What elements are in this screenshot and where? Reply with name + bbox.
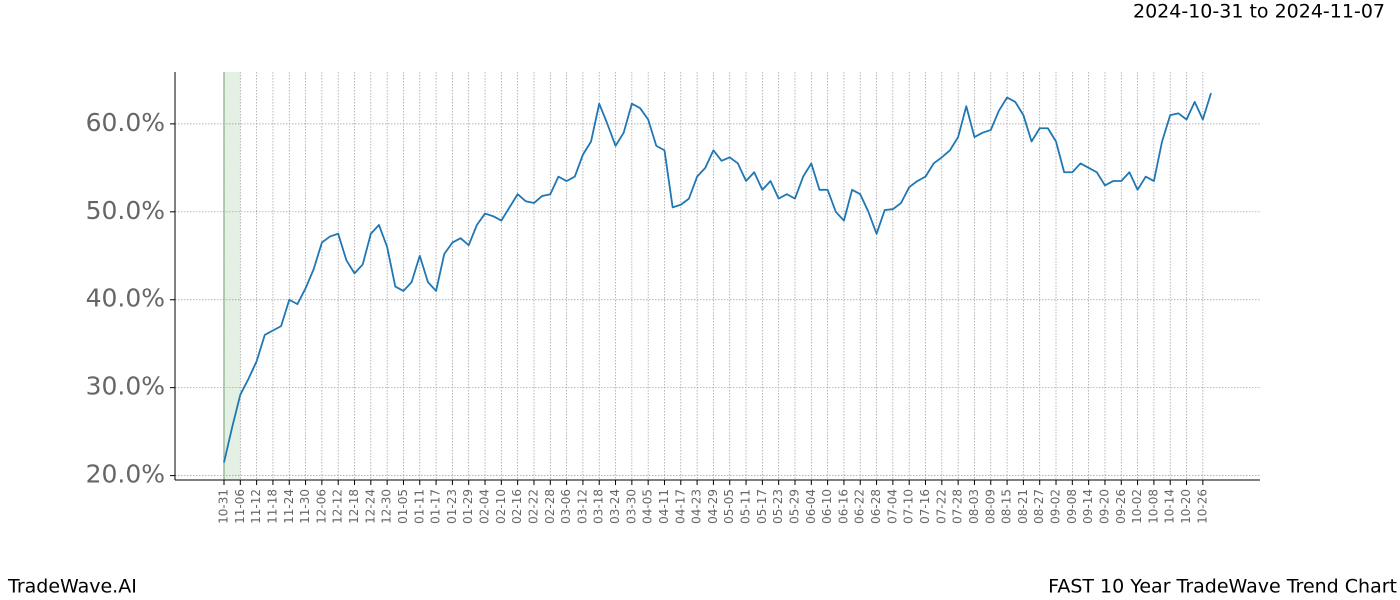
x-tick-label: 02-22: [526, 489, 540, 524]
y-tick-label: 40.0%: [86, 284, 165, 313]
x-tick-label: 06-28: [869, 489, 883, 524]
x-tick-label: 10-02: [1130, 489, 1144, 524]
x-tick-label: 05-11: [739, 489, 753, 524]
date-range: 2024-10-31 to 2024-11-07: [1133, 1, 1385, 23]
x-tick-label: 09-14: [1081, 489, 1095, 524]
x-tick-label: 12-06: [314, 489, 328, 524]
x-tick-label: 10-08: [1146, 489, 1160, 524]
x-tick-label: 04-29: [706, 489, 720, 524]
y-tick-label: 30.0%: [86, 372, 165, 401]
x-tick-label: 04-11: [657, 489, 671, 524]
x-tick-label: 05-17: [755, 489, 769, 524]
x-tick-label: 03-24: [608, 489, 622, 524]
x-tick-label: 08-15: [1000, 489, 1014, 524]
y-tick-label: 50.0%: [86, 196, 165, 225]
x-tick-label: 07-10: [902, 489, 916, 524]
x-tick-label: 01-29: [461, 489, 475, 524]
x-tick-label: 07-16: [918, 489, 932, 524]
x-tick-label: 03-06: [559, 489, 573, 524]
x-tick-label: 04-17: [673, 489, 687, 524]
x-tick-label: 02-16: [510, 489, 524, 524]
x-tick-label: 07-28: [951, 489, 965, 524]
x-tick-label: 05-29: [787, 489, 801, 524]
x-tick-label: 06-10: [820, 489, 834, 524]
x-tick-label: 07-22: [934, 489, 948, 524]
x-tick-label: 09-26: [1114, 489, 1128, 524]
x-tick-label: 06-04: [804, 489, 818, 524]
x-tick-label: 01-05: [396, 489, 410, 524]
chart-title: FAST 10 Year TradeWave Trend Chart: [1048, 576, 1397, 598]
x-tick-label: 07-04: [885, 489, 899, 524]
x-tick-label: 10-20: [1179, 489, 1193, 524]
x-tick-label: 09-02: [1049, 489, 1063, 524]
x-tick-label: 02-10: [494, 489, 508, 524]
x-tick-label: 11-06: [233, 489, 247, 524]
x-tick-label: 09-20: [1097, 489, 1111, 524]
y-tick-label: 20.0%: [86, 460, 165, 489]
x-tick-label: 06-22: [853, 489, 867, 524]
brand: TradeWave.AI: [7, 576, 137, 598]
x-tick-label: 11-18: [265, 489, 279, 524]
x-tick-label: 01-11: [412, 489, 426, 524]
x-tick-label: 12-18: [347, 489, 361, 524]
x-tick-label: 05-05: [722, 489, 736, 524]
highlight-span: [224, 72, 241, 480]
x-tick-label: 12-30: [380, 489, 394, 524]
y-tick-label: 60.0%: [86, 108, 165, 137]
x-tick-label: 11-30: [298, 489, 312, 524]
x-tick-label: 02-04: [478, 489, 492, 524]
x-tick-label: 04-05: [641, 489, 655, 524]
x-tick-label: 03-30: [624, 489, 638, 524]
x-tick-label: 06-16: [836, 489, 850, 524]
x-tick-label: 08-03: [967, 489, 981, 524]
x-tick-label: 08-09: [983, 489, 997, 524]
x-tick-label: 09-08: [1065, 489, 1079, 524]
x-tick-label: 02-28: [543, 489, 557, 524]
x-tick-label: 12-24: [363, 489, 377, 524]
x-tick-label: 11-12: [249, 489, 263, 524]
x-tick-label: 03-18: [592, 489, 606, 524]
trend-line: [223, 92, 1212, 463]
x-tick-label: 01-17: [429, 489, 443, 524]
x-tick-label: 10-26: [1195, 489, 1209, 524]
x-tick-label: 01-23: [445, 489, 459, 524]
x-tick-label: 12-12: [331, 489, 345, 524]
x-tick-label: 08-21: [1016, 489, 1030, 524]
x-tick-label: 03-12: [575, 489, 589, 524]
x-tick-label: 10-31: [217, 489, 231, 524]
x-tick-label: 05-23: [771, 489, 785, 524]
x-tick-label: 10-14: [1163, 489, 1177, 524]
x-tick-label: 04-23: [690, 489, 704, 524]
x-tick-label: 08-27: [1032, 489, 1046, 524]
x-tick-label: 11-24: [282, 489, 296, 524]
